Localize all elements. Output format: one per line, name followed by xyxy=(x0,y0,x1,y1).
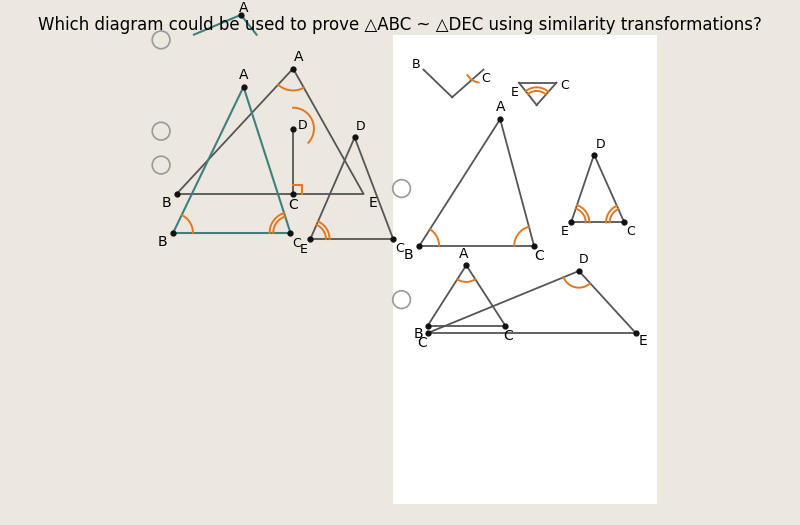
Text: B: B xyxy=(411,58,420,71)
Text: A: A xyxy=(238,68,248,82)
Text: A: A xyxy=(495,100,505,114)
Text: C: C xyxy=(482,72,490,86)
Text: C: C xyxy=(560,79,569,92)
Text: A: A xyxy=(294,49,303,64)
Text: D: D xyxy=(578,253,588,266)
Text: E: E xyxy=(560,225,568,238)
Text: D: D xyxy=(356,121,366,133)
Text: C: C xyxy=(395,242,404,255)
Text: C: C xyxy=(534,249,544,264)
Text: B: B xyxy=(158,235,167,249)
Text: B: B xyxy=(404,248,414,262)
Text: C: C xyxy=(292,237,301,250)
Text: C: C xyxy=(288,198,298,212)
Text: C: C xyxy=(503,329,513,343)
Text: C: C xyxy=(626,225,635,238)
Text: C: C xyxy=(418,337,427,351)
Text: B: B xyxy=(162,196,171,210)
Text: Which diagram could be used to prove △ABC ~ △DEC using similarity transformation: Which diagram could be used to prove △AB… xyxy=(38,16,762,35)
Text: E: E xyxy=(369,196,378,210)
Text: A: A xyxy=(459,247,468,261)
Text: A: A xyxy=(238,1,248,15)
Text: B: B xyxy=(414,327,423,341)
Text: E: E xyxy=(511,86,518,99)
Bar xyxy=(394,35,657,504)
Text: D: D xyxy=(595,138,605,151)
Text: E: E xyxy=(300,243,308,256)
Text: E: E xyxy=(638,334,647,349)
Text: D: D xyxy=(298,120,307,132)
